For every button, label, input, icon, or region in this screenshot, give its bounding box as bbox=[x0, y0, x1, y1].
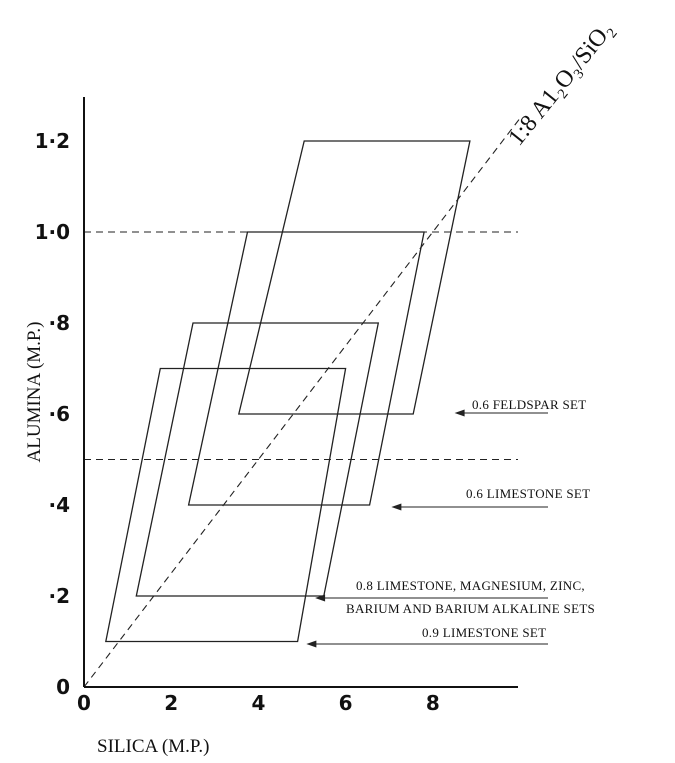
annotation-arrow-head bbox=[391, 503, 402, 511]
annotation-arrow-head bbox=[306, 640, 317, 648]
annotation-label: 0.9 LIMESTONE SET bbox=[422, 625, 546, 640]
x-tick-label: 2 bbox=[164, 691, 178, 715]
set-regions bbox=[105, 140, 471, 643]
annotation-arrow-head bbox=[454, 409, 465, 417]
annotation-label: 0.6 LIMESTONE SET bbox=[466, 486, 590, 501]
y-tick-label: ·2 bbox=[48, 584, 70, 608]
tick-labels: 0 2 4 6 8 0 ·2 ·4 ·6 ·8 1·0 1·2 bbox=[35, 129, 440, 715]
axes bbox=[83, 97, 518, 688]
y-tick-label: 1·0 bbox=[35, 220, 70, 244]
x-tick-label: 0 bbox=[77, 691, 91, 715]
annotation-arrow-head bbox=[315, 594, 326, 602]
set-region-outline bbox=[105, 367, 347, 643]
annotations: 0.6 FELDSPAR SET 0.6 LIMESTONE SET 0.8 LIM… bbox=[306, 397, 595, 648]
y-tick-label: ·8 bbox=[48, 311, 70, 335]
annotation-label: 0.8 LIMESTONE, MAGNESIUM, ZINC, bbox=[356, 578, 585, 593]
x-tick-label: 6 bbox=[339, 691, 353, 715]
x-tick-label: 8 bbox=[426, 691, 440, 715]
set-region-outline bbox=[135, 322, 380, 597]
x-tick-label: 4 bbox=[251, 691, 265, 715]
y-axis-title: ALUMINA (M.P.) bbox=[24, 322, 45, 463]
x-axis-title: SILICA (M.P.) bbox=[97, 736, 209, 757]
annotation-label: BARIUM AND BARIUM ALKALINE SETS bbox=[346, 601, 595, 616]
y-tick-label: ·6 bbox=[48, 402, 70, 426]
y-tick-label: ·4 bbox=[48, 493, 70, 517]
set-region-outline bbox=[237, 140, 471, 415]
ratio-line-label: 1:8 A1₂O₃/SiO₂ bbox=[503, 17, 618, 151]
y-tick-label: 0 bbox=[56, 675, 70, 699]
y-tick-label: 1·2 bbox=[35, 129, 70, 153]
annotation-label: 0.6 FELDSPAR SET bbox=[472, 397, 587, 412]
